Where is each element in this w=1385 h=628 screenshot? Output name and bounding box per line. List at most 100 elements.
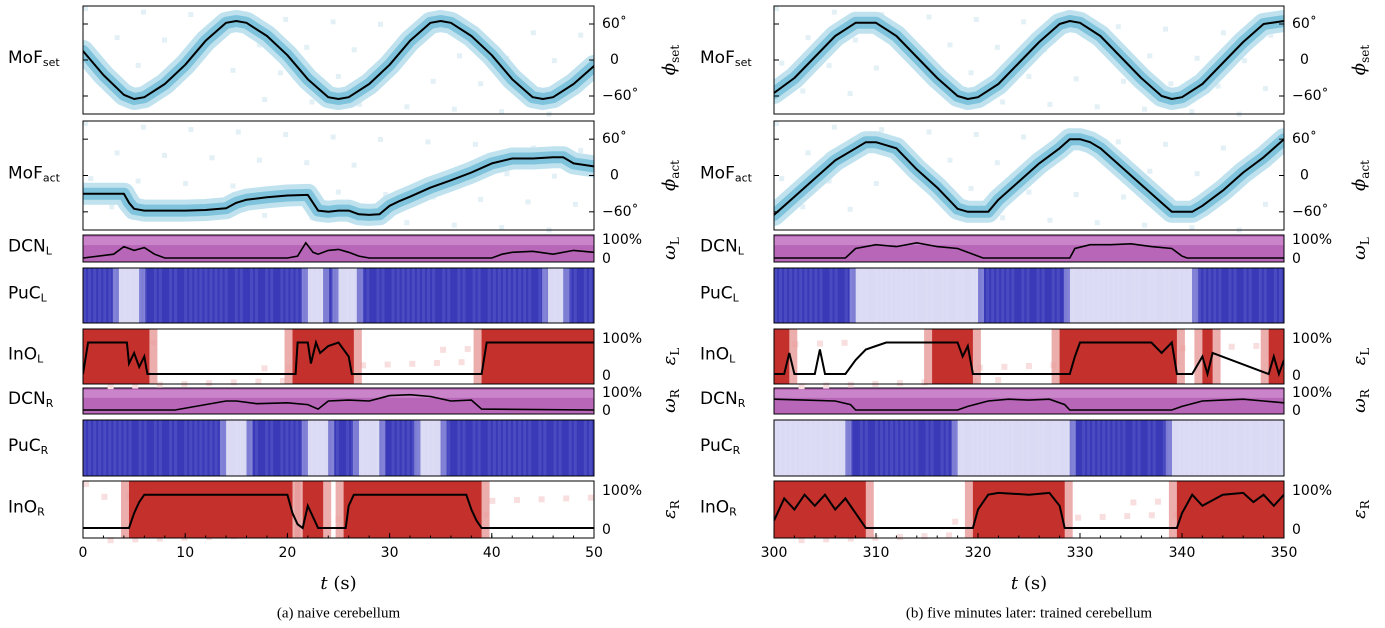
ino_l-row-label-main: InO — [700, 345, 729, 365]
ino_l-noise — [261, 365, 268, 372]
phi_act-row — [774, 121, 1284, 233]
ino_r-row-label-sub: R — [37, 506, 45, 519]
dcn_l-row-label: DCNL — [8, 237, 53, 258]
puc_r-edge — [845, 420, 852, 476]
phi_act-noise — [162, 152, 168, 158]
ino_r-noise — [823, 536, 830, 543]
puc_l-texture — [1026, 268, 1030, 323]
ino_r-axis-label-main: ε — [1349, 509, 1370, 519]
puc_r-white-band — [358, 420, 380, 476]
ino_l-noise — [440, 346, 447, 353]
puc_l-texture — [1208, 268, 1212, 323]
ino_r-noise — [101, 493, 108, 500]
puc_r-texture — [1117, 420, 1121, 476]
puc_l-edge — [356, 268, 363, 323]
puc_l-frame — [82, 267, 595, 324]
ino_r-red-band — [972, 481, 1065, 538]
dcn_r-frame — [82, 387, 595, 415]
phi_set-ytick-label: 0 — [1300, 52, 1309, 68]
dcn_r-line — [83, 393, 594, 411]
phi_act-ytick-label: −60˚ — [1292, 203, 1329, 220]
phi_set-ytick-label: −60˚ — [602, 87, 639, 104]
dcn_l-ytick-label: 100% — [602, 232, 642, 248]
phi_set-noise — [140, 9, 146, 15]
dcn_l-ytick-label: 0 — [602, 251, 611, 267]
phi_act-row-label-sub: act — [43, 172, 61, 185]
puc_r-texture — [900, 420, 904, 476]
phi_set-noise — [1121, 78, 1127, 84]
puc_l-texture — [1011, 268, 1015, 323]
ino_r-noise — [1099, 513, 1106, 520]
puc_r-texture — [214, 420, 218, 476]
phi_act-noise — [947, 157, 953, 163]
dcn_r-axis-label-main: ω — [659, 398, 680, 413]
phi_set-noise — [947, 42, 953, 48]
puc_l-texture — [814, 268, 818, 323]
phi_act-noise — [1262, 201, 1268, 207]
ino_l-red-band — [292, 329, 354, 384]
phi_act-ytick-label: 60˚ — [1292, 130, 1317, 147]
puc_l-edge — [1063, 268, 1070, 323]
puc_r-texture — [507, 420, 511, 476]
phi_act-noise — [800, 204, 806, 210]
ino_l-ytick-label: 0 — [602, 368, 611, 384]
ino_l-ytick-label: 100% — [1292, 331, 1332, 347]
puc_l-texture — [391, 268, 395, 323]
phi_set-noise — [1189, 109, 1195, 115]
dcn_l-row — [774, 235, 1284, 262]
ino_l-axis-label-sub: L — [668, 348, 682, 356]
puc_l-texture — [1001, 268, 1005, 323]
phi_act-noise — [1142, 222, 1148, 228]
puc_l-edge — [563, 268, 570, 323]
puc_l-texture — [1041, 268, 1045, 323]
puc_l-texture — [239, 268, 243, 323]
phi_act-noise — [525, 199, 531, 205]
puc_l-texture — [98, 268, 102, 323]
puc_r-texture — [209, 420, 213, 476]
phi_set-noise — [1094, 104, 1100, 110]
puc_l-texture — [401, 268, 405, 323]
phi_act-axis-label-text: ϕact — [1349, 160, 1372, 191]
puc_l-texture — [1218, 268, 1222, 323]
ino_l-noise — [132, 382, 139, 389]
puc_l-edge — [978, 268, 984, 323]
puc_l-texture — [497, 268, 501, 323]
puc_l-edge — [332, 268, 339, 323]
phi_act-axis-label: ϕact — [1349, 160, 1372, 191]
phi_act-noise — [1021, 134, 1027, 140]
phi_set-line — [83, 20, 594, 100]
ino_l-row-label-main: InO — [8, 345, 37, 365]
ino_l-noise — [280, 377, 287, 384]
puc_r-row-label-main: PuC — [700, 436, 733, 456]
ino_l-row-label-sub: L — [729, 353, 736, 366]
puc_r-texture — [1092, 420, 1096, 476]
puc_r-texture — [204, 420, 208, 476]
phi_act-noise — [968, 185, 974, 191]
ino_r-noise — [946, 532, 953, 539]
puc_r-texture — [457, 420, 461, 476]
puc_l-edge — [301, 268, 308, 323]
puc_r-row-label: PuCR — [700, 436, 741, 457]
puc_l-texture — [1006, 268, 1010, 323]
phi_set-noise — [1021, 19, 1027, 25]
dcn_l-row-label: DCNL — [700, 237, 745, 258]
puc_l-texture — [396, 268, 400, 323]
ino_l-row — [83, 329, 594, 390]
puc_r-edge — [379, 420, 386, 476]
dcn_r-row — [83, 388, 594, 414]
phi_set-noise — [551, 58, 557, 64]
phi_act-row-label: MoFact — [8, 164, 61, 185]
ino_l-frame — [773, 328, 1285, 385]
panel-caption: (b) five minutes later: trained cerebell… — [906, 605, 1152, 621]
puc_r-row-label-sub: R — [41, 444, 49, 457]
puc_l-texture — [829, 268, 833, 323]
dcn_r-axis-label-main: ω — [1349, 398, 1370, 413]
ino_l-red-band — [932, 329, 973, 384]
puc_l-texture — [406, 268, 410, 323]
puc_l-white-band — [855, 268, 978, 323]
puc_r-edge — [440, 420, 447, 476]
puc_l-texture — [538, 268, 542, 323]
dcn_l-row-label-main: DCN — [8, 237, 46, 257]
ino_r-noise — [1075, 514, 1082, 521]
phi_set-axis-label-sub: set — [668, 45, 682, 63]
